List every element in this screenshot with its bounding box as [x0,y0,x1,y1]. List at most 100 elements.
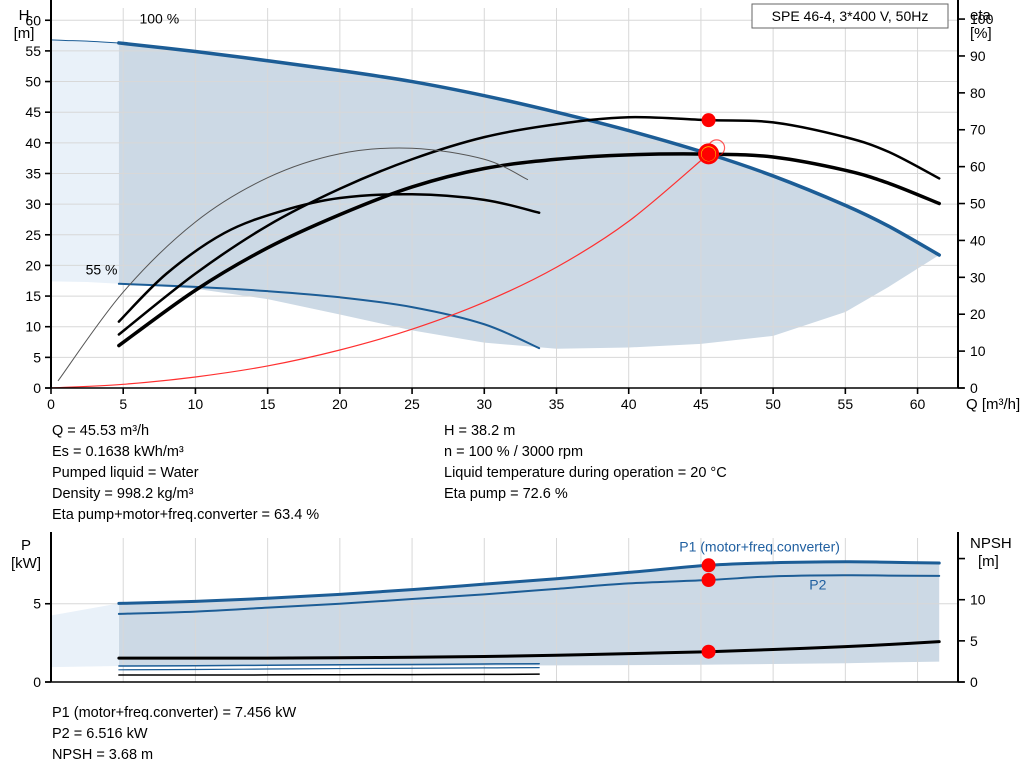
svg-text:5: 5 [970,633,978,649]
grid-lines [51,8,958,388]
axes [45,532,964,683]
svg-text:60: 60 [910,396,926,412]
info-p1: P1 (motor+freq.converter) = 7.456 kW [52,705,297,721]
svg-text:20: 20 [25,257,41,273]
svg-text:50: 50 [25,74,41,90]
series-p1-partial-speed [118,662,540,667]
axes [45,0,964,389]
svg-text:55: 55 [838,396,854,412]
svg-text:0: 0 [33,674,41,690]
svg-text:30: 30 [25,196,41,212]
svg-text:40: 40 [970,232,986,248]
series-eta-pump-thick- [117,152,941,348]
svg-text:50: 50 [765,396,781,412]
operating-envelope [51,39,940,349]
svg-text:80: 80 [970,85,986,101]
svg-text:5: 5 [119,396,127,412]
svg-text:35: 35 [25,165,41,181]
series-npsh [117,640,941,660]
svg-text:35: 35 [549,396,565,412]
series-head-envelope-upper [50,39,120,44]
info-es: Es = 0.1638 kWh/m³ [52,444,184,460]
y-right-axis-title: NPSH [970,535,1012,552]
series-p2 [117,574,941,615]
svg-text:10: 10 [970,343,986,359]
label-p2: P2 [809,577,826,593]
svg-text:50: 50 [970,196,986,212]
x-axis: 0 5 10 15 20 25 30 35 40 45 50 55 60 Q [m³/h] [47,388,1020,413]
svg-text:60: 60 [25,12,41,28]
series-npsh-partial-speed [118,673,540,676]
info-speed: n = 100 % / 3000 rpm [444,444,584,460]
svg-text:10: 10 [970,592,986,608]
speed-label-55: 55 % [86,262,118,278]
svg-text:55: 55 [25,43,41,59]
svg-text:0: 0 [47,396,55,412]
series-eta-pump-motor [117,115,941,336]
info-q: Q = 45.53 m³/h [52,423,150,439]
svg-text:5: 5 [33,349,41,365]
power-data: P1 (motor+freq.converter) = 7.456 kW P2 … [52,703,296,766]
svg-text:[m]: [m] [978,553,999,570]
duty-point-eta-motor [701,113,716,128]
svg-text:30: 30 [970,269,986,285]
svg-text:10: 10 [25,319,41,335]
y-axis-left: 0 5 P[kW] [11,537,51,690]
svg-text:0: 0 [970,674,978,690]
y-axis-right: 0 5 10 NPSH[m] [958,535,1012,690]
svg-text:5: 5 [33,596,41,612]
envelope-main [118,561,940,667]
duty-point-p1 [701,558,716,573]
svg-text:0: 0 [33,380,41,396]
speed-label-100: 100 % [139,10,179,26]
info-npsh: NPSH = 3.68 m [52,747,154,763]
envelope-low-flow [51,39,119,284]
svg-text:[kW]: [kW] [11,555,41,572]
y-right-axis-title: eta [970,7,992,24]
info-p2: P2 = 6.516 kW [52,726,148,742]
duty-point-markers [698,113,726,165]
svg-text:[%]: [%] [970,25,992,42]
series-system-pipe-curve [50,153,710,389]
svg-text:20: 20 [970,306,986,322]
svg-text:[m]: [m] [14,25,35,42]
data-series [50,39,941,389]
title-box: SPE 46-4, 3*400 V, 50Hz [751,3,949,29]
duty-point-p2 [701,573,716,588]
series-p1-motor-freq-converter- [117,560,941,605]
duty-point-npsh [701,644,716,659]
duty-point-markers [701,558,716,659]
duty-point-eta-total [701,147,716,162]
operating-data-left: Q = 45.53 m³/h Es = 0.1638 kWh/m³ Pumped… [52,421,319,526]
label-p1: P1 (motor+freq.converter) [679,538,840,554]
svg-text:45: 45 [25,104,41,120]
svg-text:25: 25 [25,227,41,243]
head-efficiency-chart: 0 5 10 15 20 25 30 35 40 45 50 55 60 H [m] 0 10 20 30 40 50 6… [14,0,1020,413]
y-left-axis-title: P [21,537,31,554]
operating-data-right: H = 38.2 m n = 100 % / 3000 rpm Liquid t… [444,421,727,505]
series-head-100-speed [117,41,941,257]
svg-text:90: 90 [970,48,986,64]
power-npsh-chart: 0 5 P [kW] 0 5 10 NPSH [m] P1 (motor+freq.convert… [0,530,1024,700]
svg-text:15: 15 [25,288,41,304]
x-axis-title: Q [m³/h] [966,396,1020,413]
data-series [117,560,941,676]
svg-text:20: 20 [332,396,348,412]
info-eta-total: Eta pump+motor+freq.converter = 63.4 % [52,507,320,523]
svg-text:40: 40 [25,135,41,151]
svg-text:30: 30 [476,396,492,412]
svg-text:100: 100 [970,11,994,27]
envelope-main [118,42,940,349]
svg-text:25: 25 [404,396,420,412]
info-liquid-temperature: Liquid temperature during operation = 20… [444,465,727,481]
svg-text:45: 45 [693,396,709,412]
svg-text:70: 70 [970,122,986,138]
envelope-low-flow [51,603,119,668]
svg-text:10: 10 [188,396,204,412]
series-eta-partial-speed [117,193,541,323]
operating-envelope [51,561,940,668]
y-left-axis-title: H [19,7,30,24]
y-axis-left: 0 5 10 15 20 25 30 35 40 45 50 55 60H[m] [14,7,51,396]
